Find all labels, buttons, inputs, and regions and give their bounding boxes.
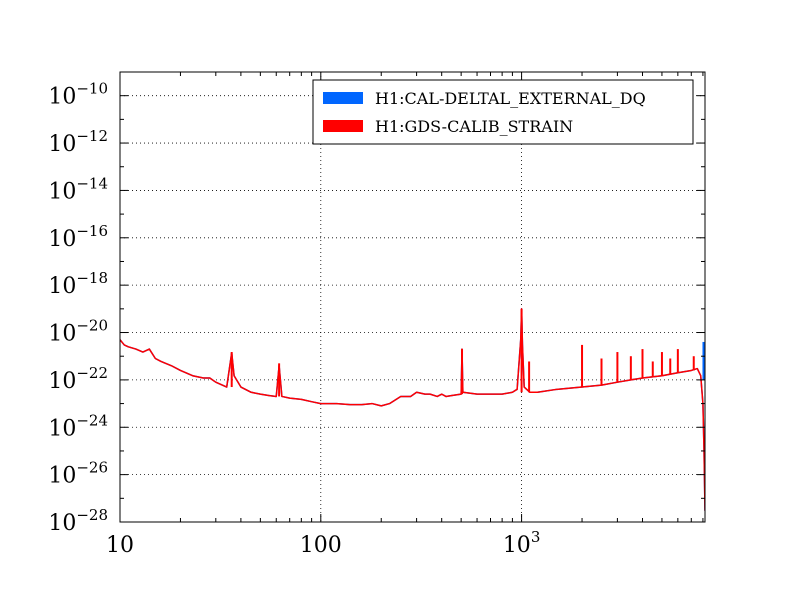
legend-box: [312, 79, 694, 145]
y-tick-mantissa: 10: [48, 511, 76, 536]
y-tick-labels: 10−1010−1210−1410−1610−1810−2010−2210−24…: [48, 80, 108, 536]
x-tick-mantissa: 10: [503, 533, 531, 558]
y-tick-label: 10−10: [48, 80, 108, 110]
y-tick-exponent: −18: [76, 269, 108, 287]
x-tick-labels: 10 100 103: [106, 528, 540, 558]
y-tick-mantissa: 10: [48, 322, 76, 347]
y-tick-mantissa: 10: [48, 369, 76, 394]
y-tick-label: 10−14: [48, 174, 108, 204]
y-tick-mantissa: 10: [48, 416, 76, 441]
y-tick-label: 10−26: [48, 459, 108, 489]
y-tick-mantissa: 10: [48, 464, 76, 489]
x-tick-label: 10: [106, 533, 134, 558]
y-tick-exponent: −12: [76, 127, 108, 145]
x-tick-exponent: 3: [531, 528, 541, 546]
axes-frame: [119, 71, 706, 523]
legend-swatch: [323, 120, 363, 132]
y-tick-label: 10−20: [48, 317, 108, 347]
legend: H1:CAL-DELTAL_EXTERNAL_DQ H1:GDS-CALIB_ST…: [312, 79, 694, 145]
legend-label: H1:CAL-DELTAL_EXTERNAL_DQ: [375, 89, 646, 108]
y-tick-label: 10−28: [48, 506, 108, 536]
y-tick-exponent: −14: [76, 174, 108, 192]
y-tick-exponent: −20: [76, 317, 108, 335]
y-tick-mantissa: 10: [48, 227, 76, 252]
y-tick-mantissa: 10: [48, 179, 76, 204]
y-tick-exponent: −24: [76, 411, 108, 429]
y-tick-label: 10−12: [48, 127, 108, 157]
y-tick-label: 10−16: [48, 222, 108, 252]
y-tick-mantissa: 10: [48, 85, 76, 110]
x-tick-mantissa: 100: [300, 533, 342, 558]
plot-area: [120, 308, 705, 511]
y-tick-mantissa: 10: [48, 132, 76, 157]
y-tick-exponent: −26: [76, 459, 108, 477]
x-tick-label: 100: [300, 533, 342, 558]
x-tick-label: 103: [503, 528, 541, 558]
y-tick-label: 10−18: [48, 269, 108, 299]
tick-marks: [119, 71, 705, 523]
y-tick-exponent: −28: [76, 506, 108, 524]
legend-label: H1:GDS-CALIB_STRAIN: [375, 117, 573, 136]
y-tick-exponent: −10: [76, 80, 108, 98]
x-tick-mantissa: 10: [106, 533, 134, 558]
legend-swatch: [323, 92, 363, 104]
y-tick-label: 10−22: [48, 364, 108, 394]
y-tick-label: 10−24: [48, 411, 108, 441]
y-tick-mantissa: 10: [48, 274, 76, 299]
y-tick-exponent: −22: [76, 364, 108, 382]
series-line-2: [120, 308, 705, 511]
y-tick-exponent: −16: [76, 222, 108, 240]
